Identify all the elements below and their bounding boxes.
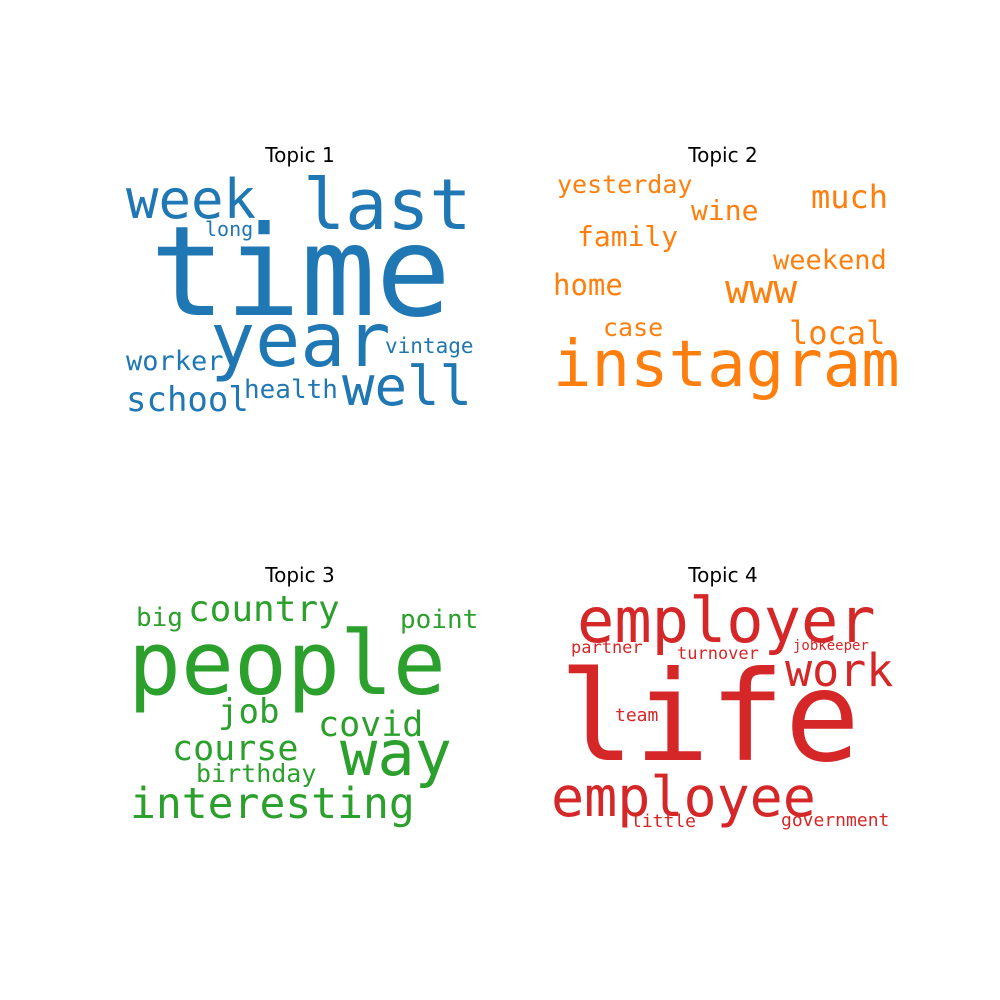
word-cloud: people way interesting country course co… <box>120 565 480 835</box>
cloud-word: covid <box>318 705 424 745</box>
cloud-word: partner <box>571 638 643 658</box>
cloud-word: government <box>781 810 890 831</box>
cloud-word: case <box>603 313 664 342</box>
word-cloud-panel-topic-1: Topic 1 time last year week well school … <box>120 143 480 420</box>
cloud-word: time <box>150 200 452 345</box>
cloud-word: big <box>136 603 183 633</box>
panel-title: Topic 2 <box>688 143 758 167</box>
panel-title: Topic 3 <box>265 563 335 587</box>
panel-title: Topic 1 <box>265 143 335 167</box>
cloud-word: employer <box>577 584 876 657</box>
cloud-word: www <box>725 267 798 313</box>
cloud-word: jobkeeper <box>793 638 869 654</box>
cloud-word: course <box>172 729 299 769</box>
word-cloud-panel-topic-4: Topic 4 life employer employee work part… <box>543 565 903 835</box>
word-cloud-panel-topic-2: Topic 2 instagram www much yesterday win… <box>543 145 903 415</box>
cloud-word: employee <box>551 765 816 829</box>
cloud-word: turnover <box>677 644 759 664</box>
cloud-word: worker <box>126 346 224 377</box>
word-cloud: instagram www much yesterday wine family… <box>543 145 903 415</box>
cloud-word: weekend <box>773 245 887 276</box>
cloud-word: week <box>126 168 257 231</box>
cloud-word: local <box>789 314 886 352</box>
word-cloud: life employer employee work partner turn… <box>543 565 903 835</box>
cloud-word: home <box>553 268 623 302</box>
cloud-word: family <box>577 220 679 253</box>
cloud-word: job <box>218 692 280 732</box>
cloud-word: long <box>205 217 254 241</box>
cloud-word: team <box>615 705 659 726</box>
cloud-word: way <box>340 717 452 790</box>
word-cloud-panel-topic-3: Topic 3 people way interesting country c… <box>120 565 480 835</box>
word-cloud: time last year week well school worker h… <box>120 145 480 420</box>
cloud-word: health <box>244 375 338 405</box>
cloud-word: school <box>126 380 249 420</box>
cloud-word: work <box>785 644 894 697</box>
cloud-word: birthday <box>196 759 317 788</box>
panel-title: Topic 4 <box>688 563 758 587</box>
cloud-word: well <box>342 355 473 418</box>
cloud-word: vintage <box>385 334 474 358</box>
cloud-word: life <box>559 645 861 790</box>
cloud-word: year <box>210 296 391 384</box>
cloud-word: last <box>303 164 472 246</box>
cloud-word: point <box>400 605 479 635</box>
cloud-word: people <box>128 612 446 715</box>
cloud-word: yesterday <box>557 170 693 199</box>
cloud-word: country <box>188 589 340 630</box>
cloud-word: interesting <box>130 779 415 829</box>
cloud-word: instagram <box>553 328 900 402</box>
cloud-word: wine <box>691 194 759 227</box>
cloud-word: much <box>811 178 889 216</box>
cloud-word: little <box>631 811 697 832</box>
